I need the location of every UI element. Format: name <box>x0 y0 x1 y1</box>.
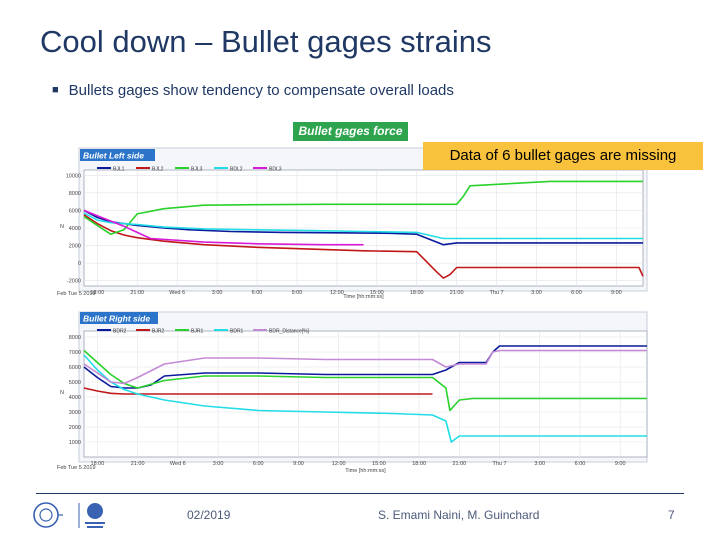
x-tick-label: 9:00 <box>615 461 626 467</box>
series-line <box>83 349 647 385</box>
x-axis-label: Time [hh:mm:ss] <box>343 294 384 300</box>
x-tick-label: 9:00 <box>292 290 303 296</box>
y-tick-label: 8000 <box>69 335 81 341</box>
date-label: Feb Tue 5 2019 <box>57 291 96 297</box>
legend-label: BDL2 <box>230 167 243 173</box>
x-tick-label: 6:00 <box>252 290 263 296</box>
series-line <box>83 214 644 279</box>
x-tick-label: 18:00 <box>91 461 105 467</box>
y-tick-label: 6000 <box>69 365 81 371</box>
legend-label: BDR1 <box>230 329 244 335</box>
y-tick-label: 2000 <box>69 244 81 250</box>
chart-bullet-right: Bullet Right side BDR2 BJR2 BJR1 BDR1 BDR_Dis… <box>57 311 648 474</box>
x-tick-label: 15:00 <box>372 461 386 467</box>
bullet-square-icon: ■ <box>52 84 59 96</box>
y-axis-label: N <box>60 390 64 396</box>
x-tick-label: 9:00 <box>293 461 304 467</box>
x-tick-label: 3:00 <box>534 461 545 467</box>
bullet-text: Bullets gages show tendency to compensat… <box>68 82 454 99</box>
legend-label: BDR_Distance[%] <box>269 329 310 335</box>
chart-title-badge <box>80 149 155 161</box>
y-axis-label: N <box>60 224 64 230</box>
footer-date: 02/2019 <box>187 508 231 522</box>
bullet-gages-force-badge: Bullet gages force <box>293 122 408 141</box>
x-tick-label: Wed 6 <box>169 290 185 296</box>
footer-authors: S. Emami Naini, M. Guinchard <box>378 508 540 522</box>
y-tick-label: 10000 <box>66 173 81 179</box>
series-line <box>83 387 433 395</box>
x-tick-label: 15:00 <box>370 290 384 296</box>
x-tick-label: 6:00 <box>253 461 264 467</box>
x-tick-label: 6:00 <box>571 290 582 296</box>
series-line <box>83 354 647 443</box>
x-tick-label: 3:00 <box>531 290 542 296</box>
x-tick-label: Thu 7 <box>493 461 507 467</box>
missing-data-note: Data of 6 bullet gages are missing <box>423 142 703 170</box>
y-tick-label: 8000 <box>69 191 81 197</box>
x-tick-label: 18:00 <box>410 290 424 296</box>
footer-divider <box>36 493 684 494</box>
series-line <box>83 180 643 235</box>
y-tick-label: -2000 <box>67 279 81 285</box>
x-tick-label: 21:00 <box>452 461 466 467</box>
x-tick-label: 3:00 <box>212 290 223 296</box>
x-tick-label: 6:00 <box>575 461 586 467</box>
legend-label: BJL1 <box>113 167 125 173</box>
x-tick-label: 21:00 <box>450 290 464 296</box>
series-line <box>83 209 364 246</box>
x-tick-label: Thu 7 <box>490 290 504 296</box>
legend-label: BDL3 <box>269 167 282 173</box>
x-tick-label: 9:00 <box>611 290 622 296</box>
legend-label: BJL2 <box>152 167 164 173</box>
y-tick-label: 2000 <box>69 425 81 431</box>
x-tick-label: 12:00 <box>330 290 344 296</box>
legend-label: BJL3 <box>191 167 203 173</box>
date-label: Feb Tue 5 2019 <box>57 465 96 471</box>
y-tick-label: 1000 <box>69 440 81 446</box>
x-tick-label: 21:00 <box>131 461 145 467</box>
series-line <box>83 345 647 389</box>
legend-label: BJR1 <box>191 329 203 335</box>
y-tick-label: 7000 <box>69 350 81 356</box>
y-tick-label: 0 <box>78 261 81 267</box>
chart-title-badge <box>80 312 158 324</box>
x-tick-label: 12:00 <box>332 461 346 467</box>
series-line <box>83 349 647 412</box>
slide-title: Cool down – Bullet gages strains <box>40 24 492 59</box>
cern-logo-icon <box>33 502 63 528</box>
y-tick-label: 5000 <box>69 380 81 386</box>
y-tick-label: 4000 <box>69 226 81 232</box>
x-tick-label: 18:00 <box>90 290 104 296</box>
legend-label: BJR2 <box>152 329 164 335</box>
chart-title: Bullet Right side <box>83 314 150 324</box>
y-tick-label: 3000 <box>69 410 81 416</box>
x-tick-label: 3:00 <box>213 461 224 467</box>
bullet-point: ■ Bullets gages show tendency to compensa… <box>52 82 454 99</box>
chart-bullet-left: Bullet Left side BJL1 BJL2 BJL3 BDL2 BDL3 -200… <box>57 147 648 300</box>
x-axis-label: Time [hh:mm:ss] <box>345 468 386 474</box>
x-tick-label: 18:00 <box>412 461 426 467</box>
x-tick-label: 21:00 <box>130 290 144 296</box>
y-tick-label: 6000 <box>69 208 81 214</box>
x-tick-label: Wed 6 <box>170 461 186 467</box>
en-department-logo-icon <box>78 503 105 528</box>
chart-title: Bullet Left side <box>83 151 144 161</box>
page-number: 7 <box>668 508 675 522</box>
y-tick-label: 4000 <box>69 395 81 401</box>
legend-label: BDR2 <box>113 329 127 335</box>
